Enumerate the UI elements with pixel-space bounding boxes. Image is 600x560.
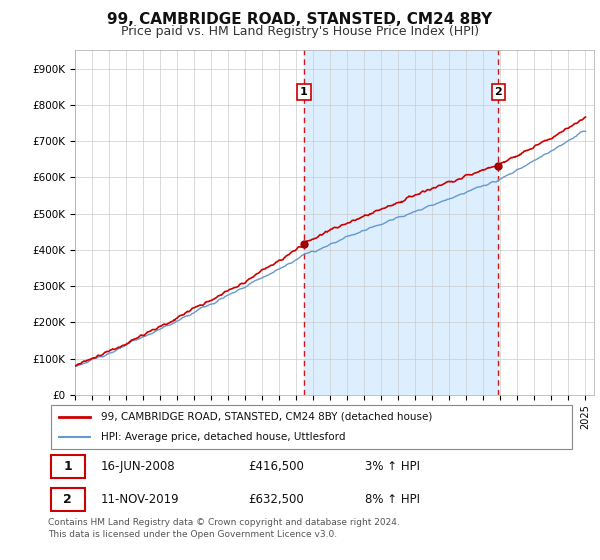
Text: 2: 2 [494,87,502,97]
Text: Price paid vs. HM Land Registry's House Price Index (HPI): Price paid vs. HM Land Registry's House … [121,25,479,38]
Text: 1: 1 [64,460,72,473]
Text: HPI: Average price, detached house, Uttlesford: HPI: Average price, detached house, Uttl… [101,432,346,442]
Text: 1: 1 [300,87,308,97]
Text: 99, CAMBRIDGE ROAD, STANSTED, CM24 8BY (detached house): 99, CAMBRIDGE ROAD, STANSTED, CM24 8BY (… [101,412,432,422]
Text: 16-JUN-2008: 16-JUN-2008 [101,460,175,473]
FancyBboxPatch shape [50,455,85,478]
FancyBboxPatch shape [50,405,572,449]
Text: 11-NOV-2019: 11-NOV-2019 [101,493,179,506]
Text: 99, CAMBRIDGE ROAD, STANSTED, CM24 8BY: 99, CAMBRIDGE ROAD, STANSTED, CM24 8BY [107,12,493,27]
Text: 8% ↑ HPI: 8% ↑ HPI [365,493,420,506]
Text: £632,500: £632,500 [248,493,304,506]
Text: Contains HM Land Registry data © Crown copyright and database right 2024.
This d: Contains HM Land Registry data © Crown c… [48,518,400,539]
Text: 2: 2 [64,493,72,506]
Bar [304,50,498,395]
FancyBboxPatch shape [50,488,85,511]
Text: £416,500: £416,500 [248,460,305,473]
Text: 3% ↑ HPI: 3% ↑ HPI [365,460,420,473]
